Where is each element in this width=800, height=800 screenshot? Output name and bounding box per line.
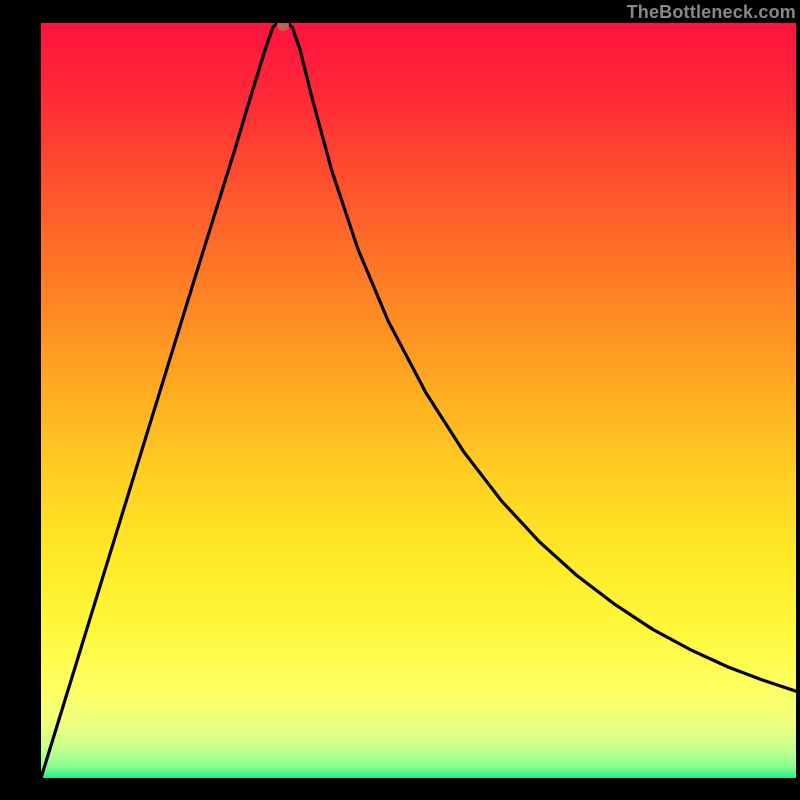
bottleneck-curve (41, 23, 796, 778)
plot-area (41, 23, 796, 778)
watermark-text: TheBottleneck.com (627, 2, 796, 23)
chart-container: TheBottleneck.com (0, 0, 800, 800)
curve-line (41, 23, 796, 778)
